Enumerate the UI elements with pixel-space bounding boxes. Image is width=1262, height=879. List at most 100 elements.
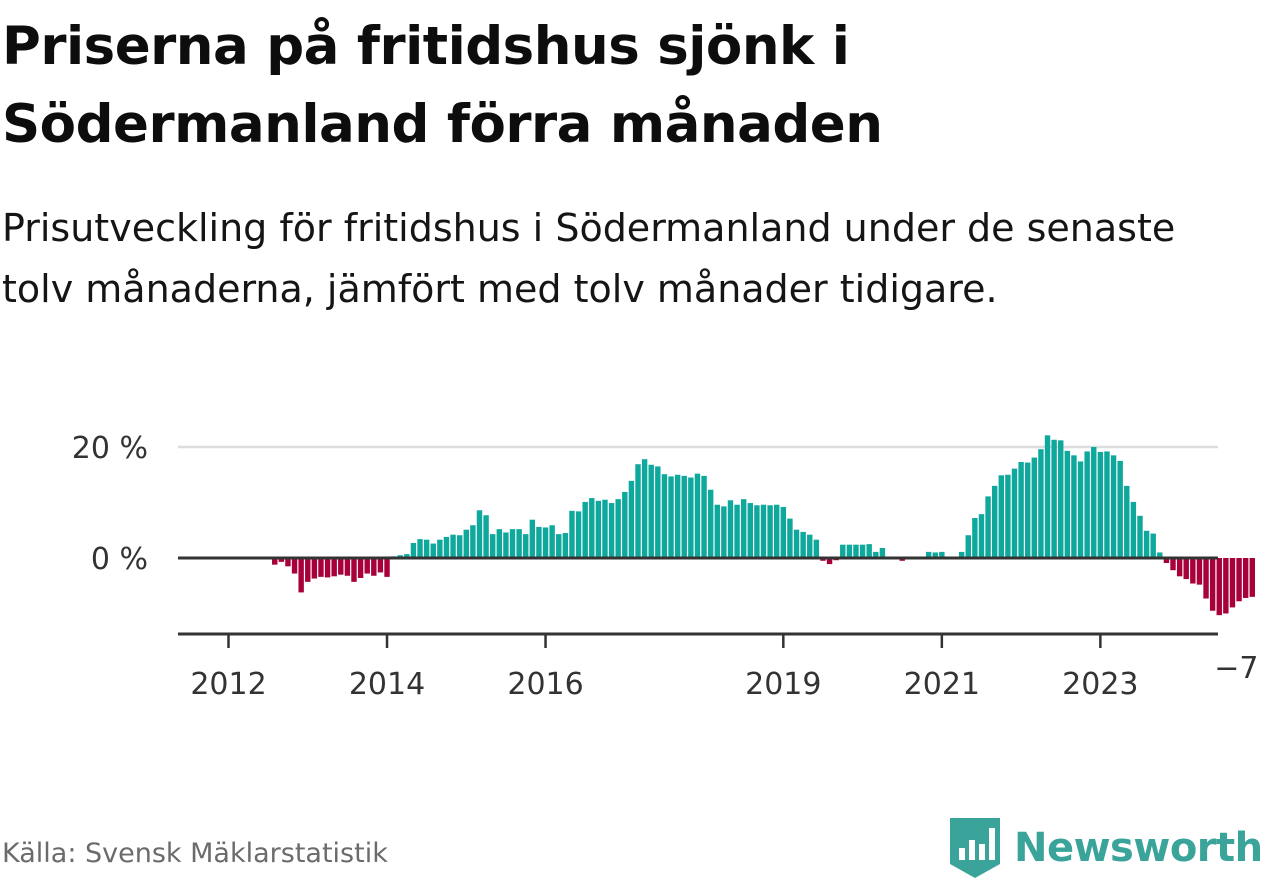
bar [450,534,456,558]
bar [291,558,298,574]
bar [1110,455,1117,558]
bar [1031,457,1038,558]
bar [476,510,483,558]
bar [529,519,536,558]
bar [417,539,423,558]
bar [641,459,648,558]
bar [1005,474,1011,558]
bar [998,475,1004,558]
bar [483,515,489,558]
bar [991,485,998,558]
bar [357,558,364,578]
bar [1044,435,1051,558]
bar [1077,461,1084,558]
bar [589,498,595,558]
bar [523,534,529,558]
bar [1223,558,1229,614]
bar [608,503,615,558]
bar [939,551,945,558]
bar [1117,460,1123,559]
bar [747,503,753,558]
bar [721,506,727,558]
bar [688,477,694,558]
bar [1209,558,1216,611]
bar [668,476,674,558]
bar [311,558,318,579]
bar [787,518,793,558]
bar [1091,447,1097,558]
bar [859,544,866,558]
bar [648,464,654,558]
bar [1130,501,1137,558]
bar [430,543,436,558]
bar [324,558,331,578]
bar-chart: 0 % 20 % 2012 2014 2016 2019 2021 2023 −7 % [72,431,1262,700]
bar [985,496,991,558]
bar [1104,451,1110,558]
bar [1058,440,1064,558]
bar [674,474,681,558]
bar [463,529,469,558]
source-note: Källa: Svensk Mäklarstatistik [2,838,388,869]
bar [443,536,450,558]
bar [846,544,853,558]
bar [1071,455,1077,558]
bar [318,558,324,577]
bar [714,504,720,558]
bar [958,551,965,558]
bar [1170,558,1176,571]
bar [1150,533,1156,558]
bar [516,529,522,558]
bar [774,504,780,558]
bar [661,474,668,558]
bar [509,529,516,558]
bar [740,499,747,558]
x-tick-label: 2023 [1062,667,1138,700]
x-tick-label: 2021 [904,667,980,700]
bar [1124,485,1130,558]
bar [793,529,800,558]
bar [707,489,714,558]
bar [694,473,701,558]
bar [1216,558,1222,616]
bar [734,504,740,558]
bar [1229,558,1236,608]
x-tick-label: 2019 [745,667,821,700]
bar [628,480,635,558]
bar [932,552,938,558]
bar [371,558,377,576]
bar [1249,558,1255,597]
y-tick-label: 0 % [91,542,148,577]
bars-layer [272,435,1255,616]
bar [496,529,503,558]
bar [298,558,304,593]
bar [423,539,430,558]
bar [404,554,410,558]
bar [1051,439,1057,558]
bar [582,501,588,558]
bar [503,532,509,558]
last-value-label: −7 % [1214,651,1262,686]
bar [575,511,582,558]
bar [727,500,734,558]
bar [595,500,602,558]
bar [549,525,555,558]
bar [1190,558,1196,584]
bar [285,558,291,567]
bar [767,505,773,558]
x-tick-label: 2016 [507,667,583,700]
bar [840,544,846,558]
bar [780,506,787,558]
newsworthy-logo: Newsworthy [950,818,1262,878]
chart-subtitle: Prisutveckling för fritidshus i Söderman… [2,206,1176,311]
bar [364,558,370,574]
bar [536,526,542,558]
bar [1157,552,1163,558]
bar [562,533,569,558]
bar [879,548,886,558]
bar [278,558,285,562]
bar [1018,461,1024,558]
bar [622,491,628,558]
label-layer: 0 % 20 % 2012 2014 2016 2019 2021 2023 −7 % [72,431,1262,700]
bar [1236,558,1242,602]
